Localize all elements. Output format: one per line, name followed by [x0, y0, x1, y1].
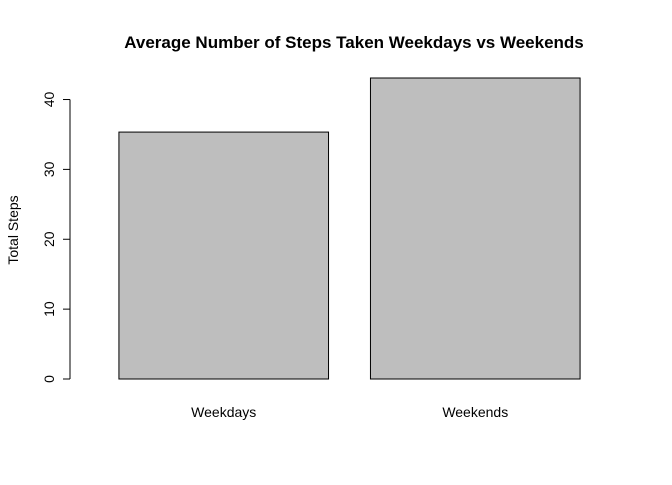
y-tick-label: 10	[41, 301, 57, 317]
y-axis-label: Total Steps	[5, 195, 21, 264]
bar-weekends	[369, 77, 581, 380]
y-tick-label: 40	[41, 92, 57, 108]
y-axis: 0 10 20 30 40	[41, 92, 71, 383]
bars-group	[118, 77, 581, 380]
x-category-label: Weekdays	[191, 404, 256, 420]
x-axis-labels: Weekdays Weekends	[191, 404, 508, 420]
x-category-label: Weekends	[442, 404, 508, 420]
y-tick-label: 30	[41, 161, 57, 177]
bar-weekdays	[118, 131, 330, 380]
y-tick-label: 20	[41, 231, 57, 247]
chart-title: Average Number of Steps Taken Weekdays v…	[124, 33, 584, 52]
y-tick-label: 0	[41, 375, 57, 383]
